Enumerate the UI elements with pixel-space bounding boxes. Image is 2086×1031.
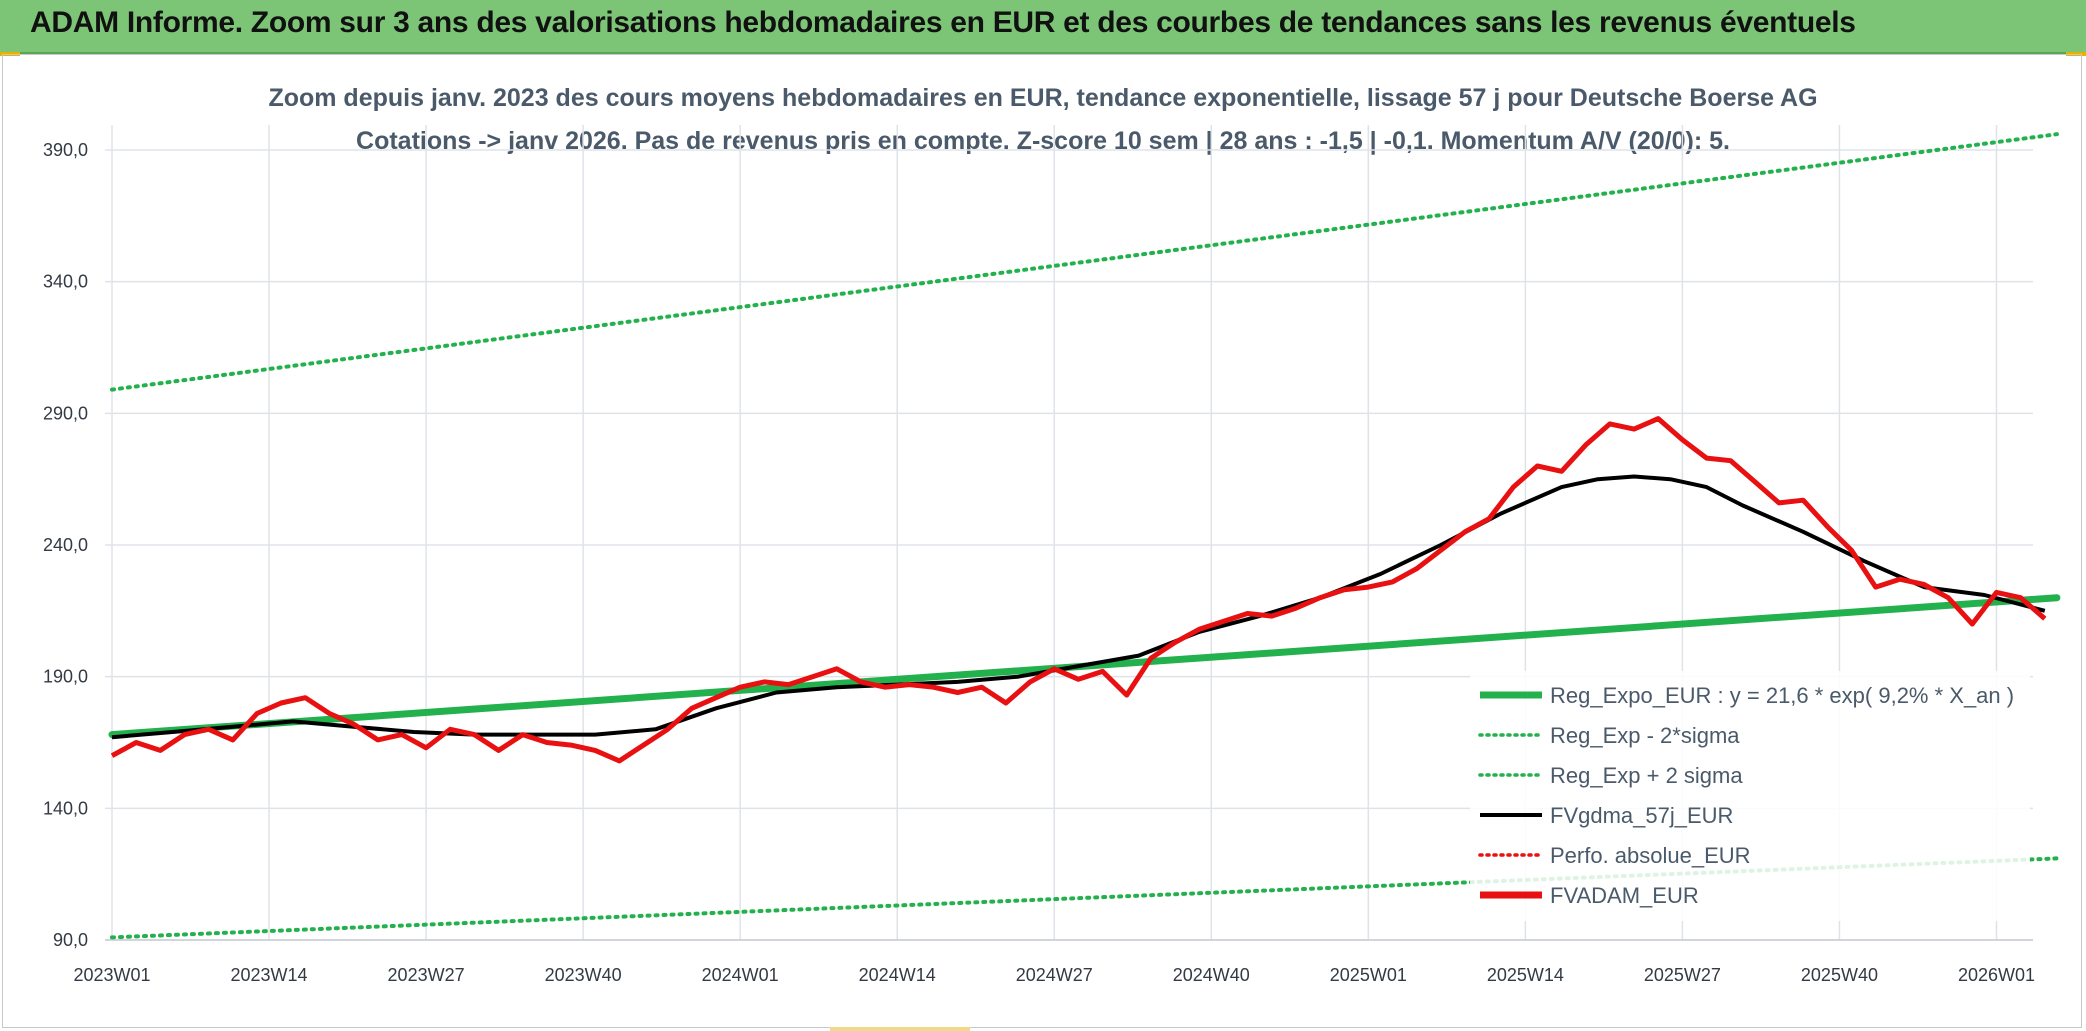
y-tick-label: 340,0 [43, 272, 88, 292]
legend: Reg_Expo_EUR : y = 21,6 * exp( 9,2% * X_… [1470, 671, 2030, 921]
x-tick-label: 2026W01 [1958, 965, 2035, 985]
x-tick-label: 2025W14 [1487, 965, 1564, 985]
x-tick-label: 2024W40 [1173, 965, 1250, 985]
series-line-fvadam [110, 416, 2047, 764]
series-line-fvgdma [111, 474, 2046, 740]
x-tick-label: 2023W14 [231, 965, 308, 985]
legend-label: Perfo. absolue_EUR [1550, 843, 1751, 868]
axis-labels: 90,0 140,0 190,0 240,0 290,0 340,0 390,0 2023W0… [43, 140, 2035, 985]
y-tick-label: 290,0 [43, 403, 88, 423]
report-banner: ADAM Informe. Zoom sur 3 ans des valoris… [0, 0, 2086, 54]
x-tick-label: 2025W01 [1330, 965, 1407, 985]
x-tick-label: 2024W01 [702, 965, 779, 985]
report-title: ADAM Informe. Zoom sur 3 ans des valoris… [30, 6, 1856, 39]
legend-label: Reg_Exp + 2 sigma [1550, 763, 1743, 788]
frame-bottom-mark [830, 1027, 970, 1031]
legend-label: FVADAM_EUR [1550, 883, 1699, 908]
legend-label: Reg_Expo_EUR : y = 21,6 * exp( 9,2% * X_… [1550, 683, 2014, 708]
series-lines [108, 416, 2061, 764]
y-tick-label: 390,0 [43, 140, 88, 160]
x-tick-label: 2023W27 [388, 965, 465, 985]
chart-title-line-1: Zoom depuis janv. 2023 des cours moyens … [268, 84, 1818, 112]
x-tick-label: 2025W40 [1801, 965, 1878, 985]
x-tick-label: 2024W27 [1016, 965, 1093, 985]
chart-frame [2, 54, 2082, 1028]
y-tick-label: 240,0 [43, 535, 88, 555]
legend-label: Reg_Exp - 2*sigma [1550, 723, 1740, 748]
y-tick-label: 190,0 [43, 667, 88, 687]
legend-background [1470, 671, 2030, 921]
x-tick-label: 2024W14 [859, 965, 936, 985]
y-tick-label: 90,0 [53, 930, 88, 950]
y-tick-label: 140,0 [43, 798, 88, 818]
x-tick-label: 2025W27 [1644, 965, 1721, 985]
legend-label: FVgdma_57j_EUR [1550, 803, 1733, 828]
series-line-reg-exp-plus-2-sigma [110, 132, 2059, 392]
x-tick-label: 2023W40 [545, 965, 622, 985]
x-tick-label: 2023W01 [73, 965, 150, 985]
